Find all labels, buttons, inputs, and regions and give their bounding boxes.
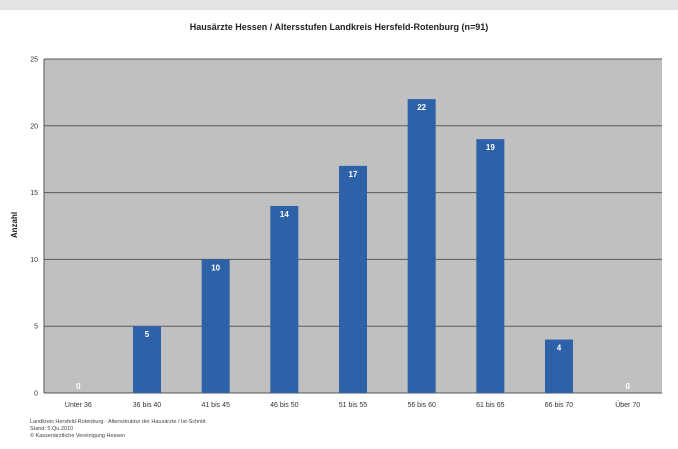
footer-line-2: Stand: 5.Qu.2010 [30,426,74,432]
bar [545,339,573,393]
bar [270,205,299,393]
y-tick-label: 15 [30,190,38,197]
y-tick-label: 25 [30,57,38,64]
y-axis-label: Anzahl [10,212,19,238]
bar [407,99,436,393]
data-label: 5 [145,330,150,339]
x-tick-label: 66 bis 70 [545,402,574,409]
bar [339,165,367,393]
data-label: 22 [417,103,426,112]
y-tick-label: 5 [34,324,38,331]
data-label: 0 [76,382,81,391]
y-tick-label: 10 [30,257,38,264]
data-label: 14 [280,210,289,219]
top-strip [0,0,678,10]
chart-footer: Landkreis Hersfeld-Rotenburg · Altersstr… [30,419,205,440]
x-tick-label: Über 70 [615,401,640,409]
data-label: 17 [349,170,358,179]
data-label: 10 [211,263,220,272]
data-label: 4 [557,344,562,353]
footer-line-1: Landkreis Hersfeld-Rotenburg · Altersstr… [30,419,206,425]
y-tick-label: 20 [30,123,38,130]
bar [201,259,230,393]
x-tick-label: 36 bis 40 [133,402,162,409]
x-tick-label: 61 bis 65 [476,402,505,409]
footer-line-3: © Kassenärztliche Vereinigung Hessen [30,433,126,439]
x-tick-label: 41 bis 45 [201,402,230,409]
x-tick-label: Unter 36 [65,402,92,409]
data-label: 0 [625,382,630,391]
y-tick-label: 0 [34,391,38,398]
x-tick-label: 56 bis 60 [407,402,436,409]
x-tick-label: 46 bis 50 [270,402,299,409]
bar [133,326,161,393]
chart-title: Hausärzte Hessen / Altersstufen Landkrei… [189,22,489,32]
data-label: 19 [486,143,495,152]
x-tick-label: 51 bis 55 [339,402,368,409]
bar [476,139,505,393]
